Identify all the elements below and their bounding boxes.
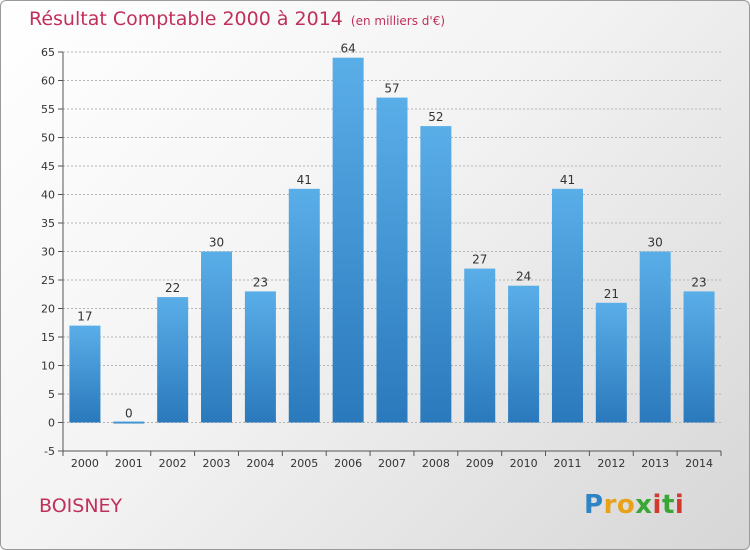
logo-letter: P [584,490,604,520]
x-tick-label: 2011 [553,457,581,470]
value-label: 57 [384,82,399,96]
x-tick-label: 2004 [246,457,274,470]
x-tick-label: 2002 [159,457,187,470]
y-tick-label: -5 [44,445,55,458]
value-label: 41 [297,173,312,187]
y-tick-label: 20 [41,303,55,316]
y-tick-label: 35 [41,217,55,230]
bar-2009 [464,268,496,423]
bar-2002 [157,297,189,423]
value-label: 52 [428,110,443,124]
logo-letter: r [603,490,617,520]
bar-2007 [376,97,408,423]
bar-2004 [244,291,276,423]
bar-2012 [595,302,627,423]
place-name: BOISNEY [39,495,123,517]
value-label: 27 [472,253,487,267]
y-tick-label: 65 [41,46,55,59]
y-tick-label: 15 [41,331,55,344]
logo-letter: i [652,490,662,520]
x-tick-label: 2005 [290,457,318,470]
x-tick-label: 2012 [597,457,625,470]
bar-2013 [639,251,671,423]
bar-2008 [420,126,452,423]
x-tick-label: 2009 [466,457,494,470]
y-tick-label: 50 [41,132,55,145]
x-tick-label: 2013 [641,457,669,470]
y-tick-label: 40 [41,189,55,202]
unit-note: (en milliers d'€) [350,14,446,28]
x-tick-label: 2006 [334,457,362,470]
value-label: 24 [516,270,531,284]
logo-letter: i [674,490,685,520]
bar-2003 [201,251,233,423]
logo-letter: x [635,490,653,520]
bar-2005 [288,188,320,423]
value-label: 17 [77,310,92,324]
x-tick-label: 2010 [510,457,538,470]
proxiti-logo: Proxiti [584,490,684,520]
bar-2014 [683,291,715,423]
bar-2006 [332,57,364,423]
value-label: 23 [253,275,268,289]
value-label: 30 [209,236,224,250]
x-tick-label: 2007 [378,457,406,470]
y-tick-label: 55 [41,103,55,116]
y-tick-label: 30 [41,246,55,259]
y-tick-label: 5 [48,388,55,401]
y-tick-label: 10 [41,360,55,373]
chart-title-text: Résultat Comptable 2000 à 2014 [29,8,343,30]
y-tick-label: 60 [41,75,55,88]
value-label: 22 [165,281,180,295]
x-tick-label: 2001 [115,457,143,470]
y-tick-label: 0 [48,417,55,430]
y-tick-label: 25 [41,274,55,287]
bar-2010 [508,285,540,423]
value-label: 30 [648,236,663,250]
logo-letter: t [661,490,675,520]
value-label: 23 [691,275,706,289]
y-tick-label: 45 [41,160,55,173]
value-label: 41 [560,173,575,187]
logo-letter: o [616,490,636,520]
chart-title: Résultat Comptable 2000 à 2014 (en millie… [29,8,445,30]
bar-2000 [69,325,101,423]
bar-2011 [551,188,583,423]
x-tick-label: 2000 [71,457,99,470]
value-label: 21 [604,287,619,301]
value-label: 0 [125,407,133,421]
value-label: 64 [340,42,355,56]
x-tick-label: 2003 [203,457,231,470]
bar-2001 [113,421,145,424]
x-tick-label: 2014 [685,457,713,470]
x-tick-label: 2008 [422,457,450,470]
